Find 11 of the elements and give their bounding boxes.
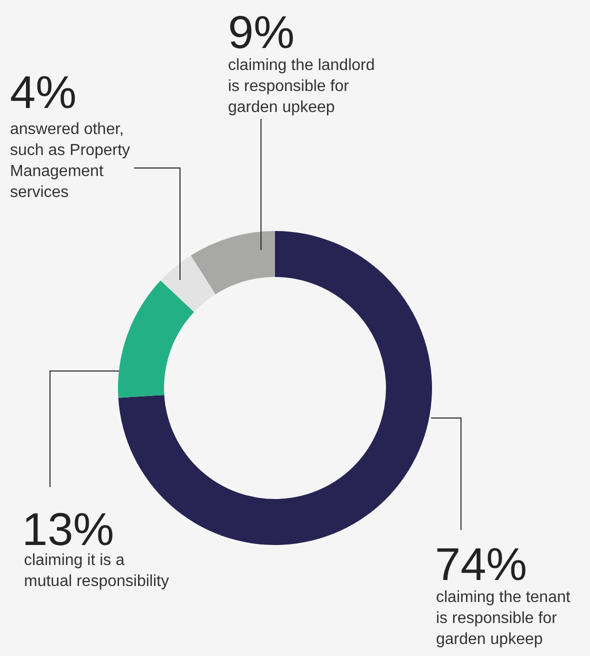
data-label: 74% [435,538,528,590]
slice-label: claiming the tenant is responsible for garden upkeep [436,589,571,648]
data-label: 4% [10,66,76,118]
donut-slice [190,231,275,294]
slice-label: claiming the landlord is responsible for garden upkeep [228,57,375,116]
slice-label: answered other, such as Property Management services [10,121,130,201]
donut-slice [118,231,432,545]
data-label: 9% [228,6,294,58]
donut-slice [160,255,216,312]
donut-slice [118,280,194,398]
slice-label: claiming it is a mutual responsibility [24,552,169,590]
